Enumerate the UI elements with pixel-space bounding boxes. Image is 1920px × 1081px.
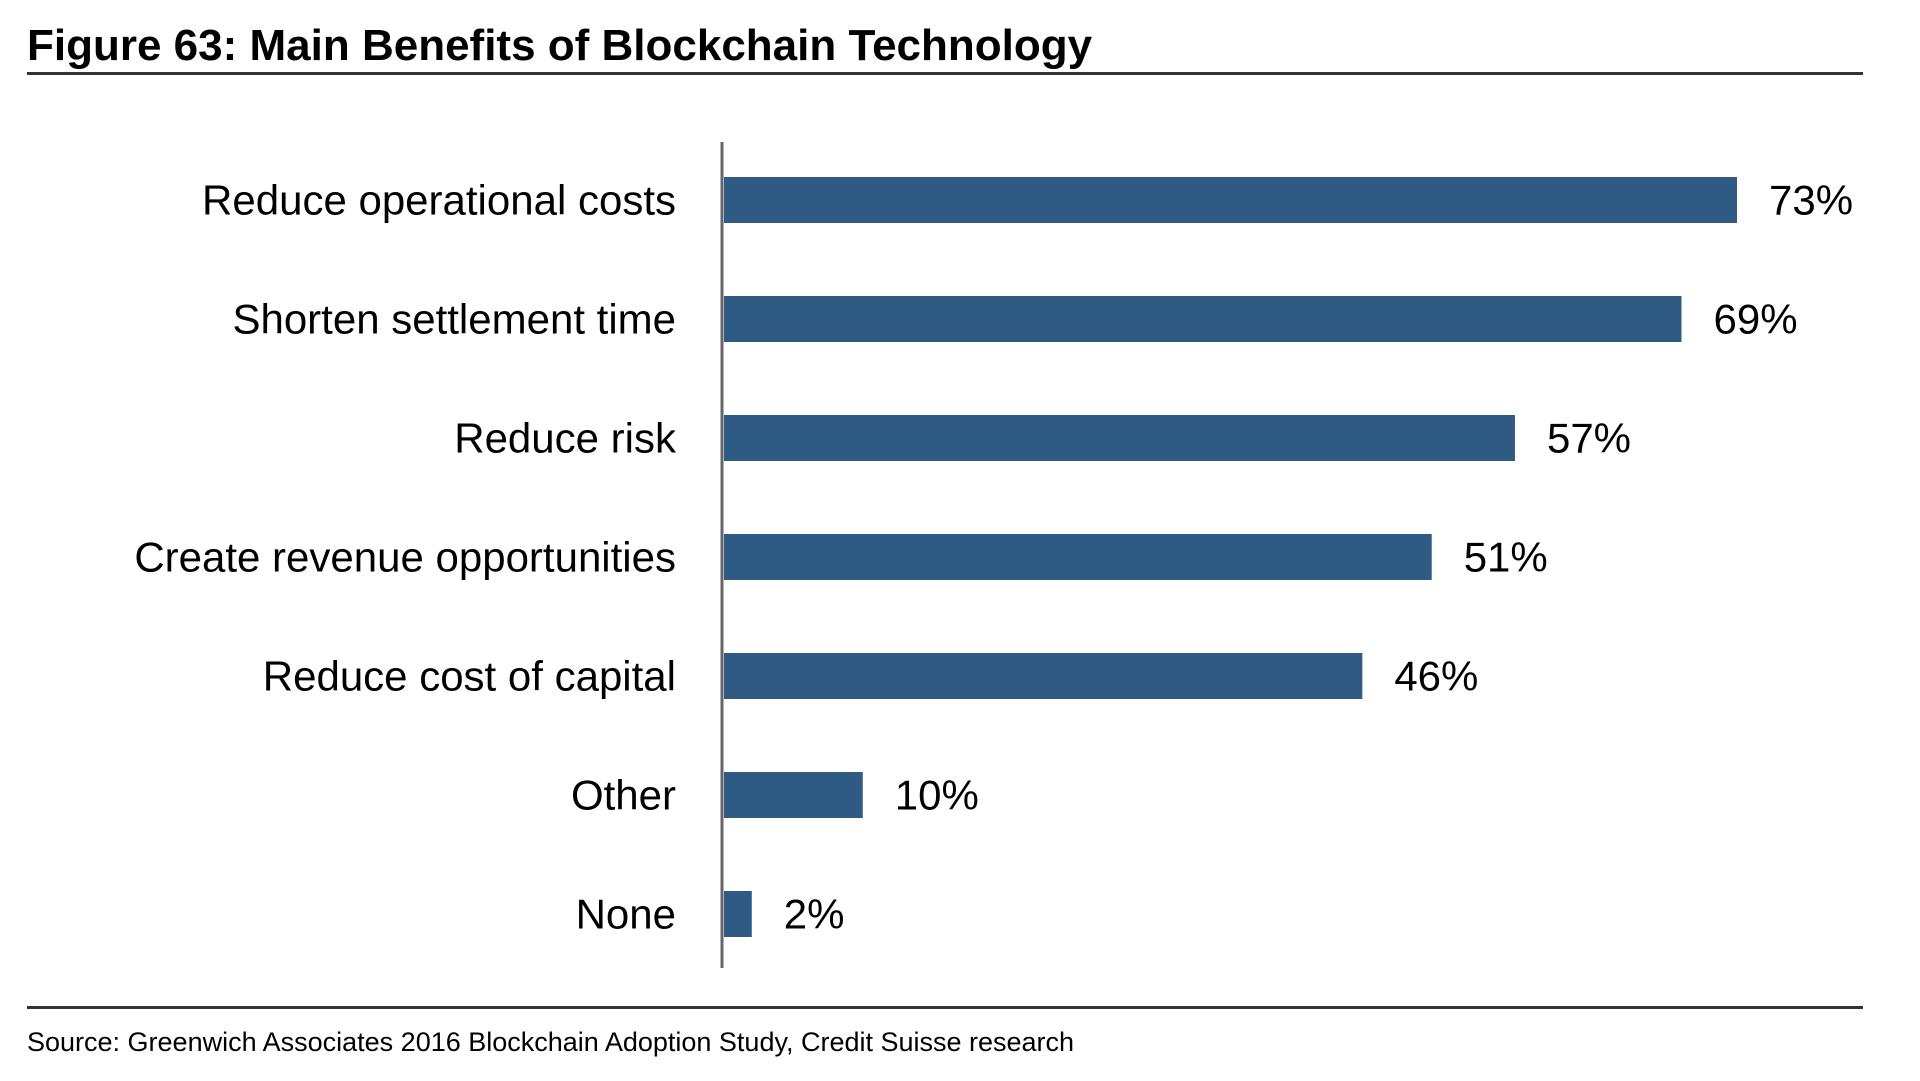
value-label-6: 2% [784,891,845,938]
value-label-5: 10% [895,772,979,819]
bar-5 [724,772,863,818]
source-divider [27,1006,1863,1009]
bar-0 [724,177,1737,223]
bar-2 [724,415,1515,461]
value-label-1: 69% [1713,296,1797,343]
title-divider [27,72,1863,75]
category-labels-layer: Reduce operational costs Shorten settleme… [134,177,677,938]
source-note: Source: Greenwich Associates 2016 Blockc… [27,1027,1075,1057]
category-label-4: Reduce cost of capital [263,653,676,700]
value-labels-layer: 73% 69% 57% 51% 46% 10% 2% [784,177,1853,938]
category-label-1: Shorten settlement time [232,296,676,343]
bar-4 [724,653,1363,699]
bars-layer [724,177,1737,937]
chart-title: Figure 63: Main Benefits of Blockchain T… [27,21,1093,70]
category-label-2: Reduce risk [454,415,677,462]
bar-3 [724,534,1432,580]
category-label-0: Reduce operational costs [202,177,676,224]
value-label-2: 57% [1547,415,1631,462]
category-label-3: Create revenue opportunities [134,534,676,581]
value-label-4: 46% [1394,653,1478,700]
value-label-3: 51% [1464,534,1548,581]
bar-6 [724,891,752,937]
bar-1 [724,296,1682,342]
value-label-0: 73% [1769,177,1853,224]
horizontal-bar-chart: Reduce operational costs Shorten settleme… [134,142,1853,968]
category-label-6: None [576,891,676,938]
category-label-5: Other [571,772,676,819]
